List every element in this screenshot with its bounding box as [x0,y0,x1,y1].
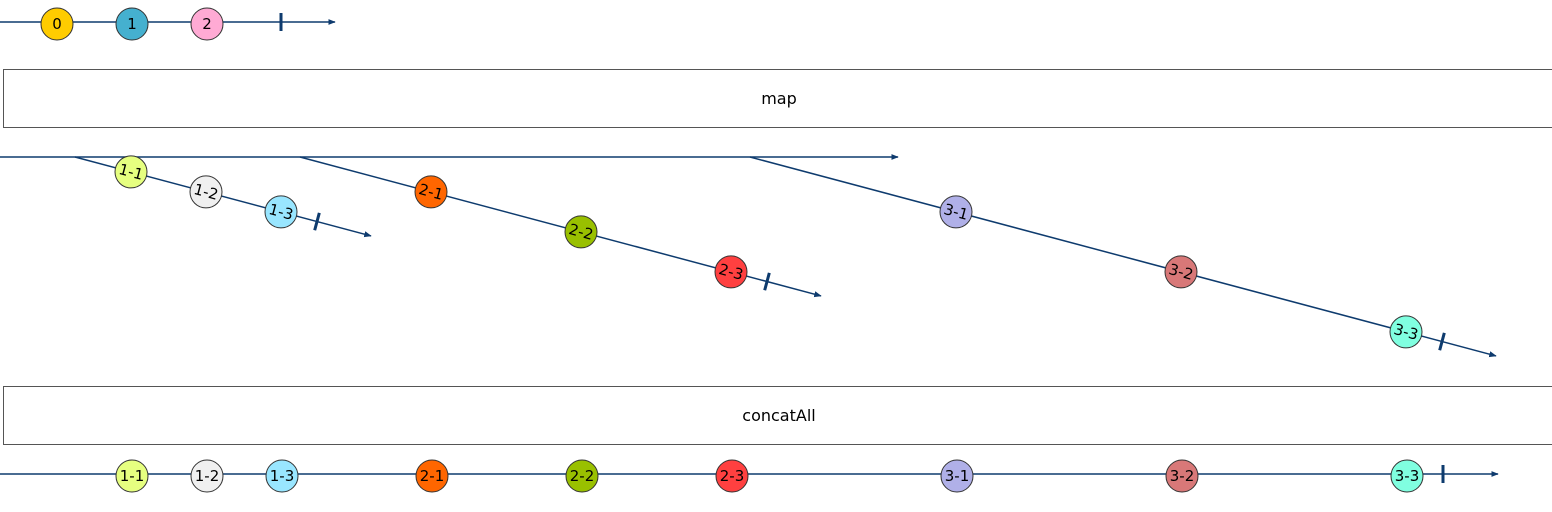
marble-label: 2-1 [417,180,445,204]
source-marble: 0 [40,7,74,41]
marble-label: 3-2 [1170,467,1195,485]
map-operator-label: map [761,89,797,108]
inner-stream-3-timeline [749,156,1497,358]
marble-label: 2-1 [420,467,445,485]
inner-marble: 3-3 [1389,315,1423,349]
map-operator-box: map [3,69,1552,128]
output-marble: 3-2 [1165,459,1199,493]
marble-label: 3-1 [945,467,970,485]
marble-label: 2-2 [567,220,595,244]
source-marble: 2 [190,7,224,41]
inner-marble: 3-2 [1164,255,1198,289]
inner-marble: 2-1 [414,175,448,209]
marble-label: 3-3 [1395,467,1420,485]
output-marble: 1-1 [115,459,149,493]
inner-marble: 1-3 [264,195,298,229]
inner-marble: 2-3 [714,255,748,289]
marble-label: 1 [127,15,137,33]
marble-label: 3-1 [942,200,970,224]
marble-label: 2 [202,15,212,33]
inner-stream-2-complete-marker [763,272,771,291]
marble-label: 3-3 [1392,320,1420,344]
inner-marble: 2-2 [564,215,598,249]
marble-label: 1-2 [192,180,220,204]
output-marble: 2-2 [565,459,599,493]
output-marble: 3-3 [1390,459,1424,493]
inner-marble: 3-1 [939,195,973,229]
marble-label: 1-1 [120,467,145,485]
marble-label: 2-3 [720,467,745,485]
output-marble: 1-3 [265,459,299,493]
inner-marble: 1-2 [189,175,223,209]
marble-label: 0 [52,15,62,33]
output-marble: 2-3 [715,459,749,493]
marble-label: 1-3 [270,467,295,485]
output-marble: 1-2 [190,459,224,493]
concat-operator-box: concatAll [3,386,1552,445]
source-marble: 1 [115,7,149,41]
marble-label: 1-2 [195,467,220,485]
marble-label: 1-1 [117,160,145,184]
inner-stream-1-complete-marker [313,212,321,231]
output-marble: 2-1 [415,459,449,493]
marble-label: 1-3 [267,200,295,224]
marble-label: 2-3 [717,260,745,284]
concat-operator-label: concatAll [742,406,816,425]
inner-stream-3-complete-marker [1438,332,1446,351]
marble-label: 2-2 [570,467,595,485]
marble-label: 3-2 [1167,260,1195,284]
inner-marble: 1-1 [114,155,148,189]
output-marble: 3-1 [940,459,974,493]
